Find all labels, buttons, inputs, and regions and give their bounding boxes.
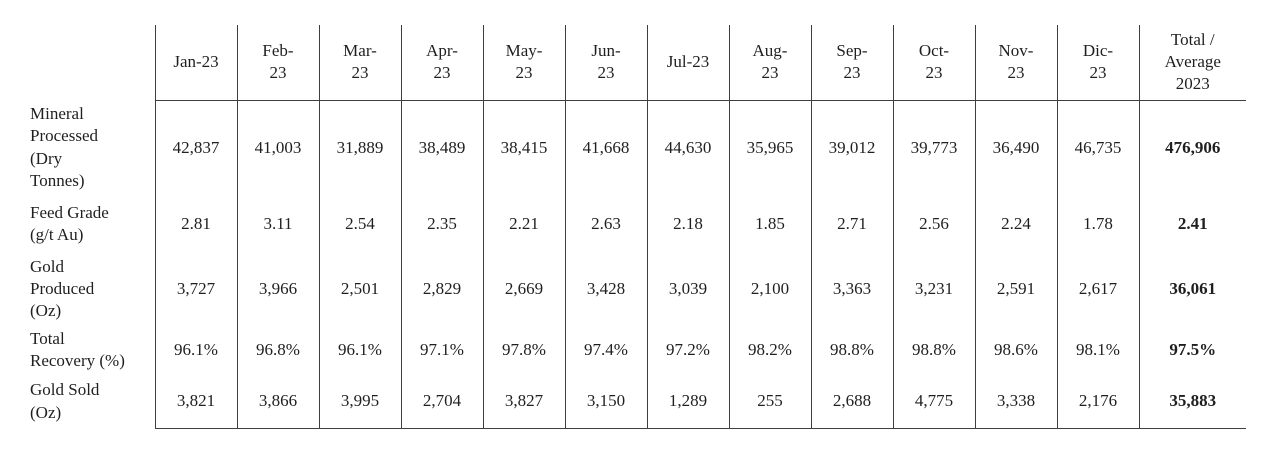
row-label: Feed Grade (g/t Au) [30, 202, 109, 244]
corner-cell [30, 25, 155, 100]
row-label: Total Recovery (%) [30, 328, 125, 370]
month-column-header: Jan-23 [154, 25, 237, 101]
value-cell: 2,176 [1056, 375, 1139, 429]
month-column-header: May- 23 [482, 25, 565, 101]
value-cell: 96.8% [236, 325, 319, 375]
value-cell: 2,704 [400, 375, 483, 429]
value-cell: 96.1% [154, 325, 237, 375]
value-cell: 97.2% [646, 325, 729, 375]
month-column-header: Feb- 23 [236, 25, 319, 101]
value-cell: 2.21 [482, 195, 565, 253]
month-column-header: Oct- 23 [892, 25, 975, 101]
value-cell: 3.11 [236, 195, 319, 253]
row-label: Gold Sold (Oz) [30, 380, 100, 422]
value-cell: 97.4% [564, 325, 647, 375]
month-column-header: Jul-23 [646, 25, 729, 101]
value-cell: 97.8% [482, 325, 565, 375]
value-cell: 2,669 [482, 253, 565, 325]
row-total-cell: 476,906 [1138, 100, 1246, 195]
row-total-cell: 2.41 [1138, 195, 1246, 253]
value-cell: 38,489 [400, 100, 483, 195]
value-cell: 2,501 [318, 253, 401, 325]
value-cell: 3,827 [482, 375, 565, 429]
value-cell: 2.63 [564, 195, 647, 253]
table-head: Jan-23 Feb- 23 Mar- 23 Apr- 23 May- 23 Jun- 2… [30, 25, 1246, 101]
value-cell: 96.1% [318, 325, 401, 375]
value-cell: 97.1% [400, 325, 483, 375]
month-column-header: Apr- 23 [400, 25, 483, 101]
value-cell: 4,775 [892, 375, 975, 429]
row-total-cell: 35,883 [1138, 375, 1246, 429]
value-cell: 2,617 [1056, 253, 1139, 325]
table-row: Gold Sold (Oz) 3,821 3,866 3,995 2,704 3,827 3… [30, 375, 1246, 429]
value-cell: 31,889 [318, 100, 401, 195]
month-column-header: Nov- 23 [974, 25, 1057, 101]
value-cell: 2.54 [318, 195, 401, 253]
value-cell: 255 [728, 375, 811, 429]
value-cell: 2,829 [400, 253, 483, 325]
value-cell: 3,363 [810, 253, 893, 325]
value-cell: 42,837 [154, 100, 237, 195]
row-label: Gold Produced (Oz) [30, 256, 95, 321]
value-cell: 3,428 [564, 253, 647, 325]
month-column-header: Mar- 23 [318, 25, 401, 101]
value-cell: 98.1% [1056, 325, 1139, 375]
monthly-production-table: Jan-23 Feb- 23 Mar- 23 Apr- 23 May- 23 Jun- 2… [30, 25, 1246, 429]
value-cell: 41,668 [564, 100, 647, 195]
value-cell: 3,727 [154, 253, 237, 325]
value-cell: 2.18 [646, 195, 729, 253]
value-cell: 38,415 [482, 100, 565, 195]
value-cell: 2.56 [892, 195, 975, 253]
value-cell: 41,003 [236, 100, 319, 195]
value-cell: 98.6% [974, 325, 1057, 375]
month-column-header: Dic- 23 [1056, 25, 1139, 101]
row-total-cell: 97.5% [1138, 325, 1246, 375]
value-cell: 1.78 [1056, 195, 1139, 253]
table-row: Gold Produced (Oz) 3,727 3,966 2,501 2,829 2,… [30, 253, 1246, 325]
table-body: Mineral Processed (Dry Tonnes) 42,837 41,0… [30, 100, 1246, 429]
value-cell: 35,965 [728, 100, 811, 195]
value-cell: 3,338 [974, 375, 1057, 429]
value-cell: 39,773 [892, 100, 975, 195]
value-cell: 1,289 [646, 375, 729, 429]
value-cell: 2,100 [728, 253, 811, 325]
value-cell: 3,039 [646, 253, 729, 325]
value-cell: 98.2% [728, 325, 811, 375]
table-row: Total Recovery (%) 96.1% 96.8% 96.1% 97.1% 97… [30, 325, 1246, 375]
value-cell: 36,490 [974, 100, 1057, 195]
value-cell: 3,995 [318, 375, 401, 429]
row-label: Mineral Processed (Dry Tonnes) [30, 104, 98, 190]
month-column-header: Sep- 23 [810, 25, 893, 101]
value-cell: 44,630 [646, 100, 729, 195]
value-cell: 3,821 [154, 375, 237, 429]
value-cell: 2.24 [974, 195, 1057, 253]
value-cell: 2.35 [400, 195, 483, 253]
value-cell: 2,591 [974, 253, 1057, 325]
value-cell: 1.85 [728, 195, 811, 253]
header-row: Jan-23 Feb- 23 Mar- 23 Apr- 23 May- 23 Jun- 2… [30, 25, 1246, 101]
value-cell: 46,735 [1056, 100, 1139, 195]
row-total-cell: 36,061 [1138, 253, 1246, 325]
month-column-header: Jun- 23 [564, 25, 647, 101]
value-cell: 98.8% [810, 325, 893, 375]
value-cell: 2,688 [810, 375, 893, 429]
value-cell: 39,012 [810, 100, 893, 195]
value-cell: 2.81 [154, 195, 237, 253]
total-column-header: Total / Average 2023 [1138, 25, 1246, 101]
month-column-header: Aug- 23 [728, 25, 811, 101]
value-cell: 3,966 [236, 253, 319, 325]
value-cell: 3,150 [564, 375, 647, 429]
table-row: Mineral Processed (Dry Tonnes) 42,837 41,0… [30, 100, 1246, 195]
value-cell: 2.71 [810, 195, 893, 253]
value-cell: 3,231 [892, 253, 975, 325]
value-cell: 3,866 [236, 375, 319, 429]
value-cell: 98.8% [892, 325, 975, 375]
table-row: Feed Grade (g/t Au) 2.81 3.11 2.54 2.35 2.21 2… [30, 195, 1246, 253]
